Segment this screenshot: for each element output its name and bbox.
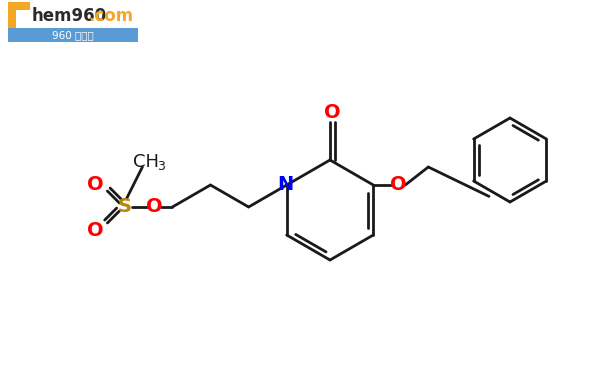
Text: S: S bbox=[117, 198, 131, 216]
Text: 960 化工网: 960 化工网 bbox=[52, 30, 94, 40]
Text: O: O bbox=[87, 220, 103, 240]
Text: 3: 3 bbox=[157, 160, 165, 174]
Polygon shape bbox=[8, 2, 30, 42]
Polygon shape bbox=[16, 10, 30, 34]
Text: .com: .com bbox=[88, 7, 133, 25]
Text: CH: CH bbox=[133, 153, 159, 171]
Text: O: O bbox=[146, 198, 163, 216]
Text: O: O bbox=[390, 176, 407, 195]
Text: hem960: hem960 bbox=[32, 7, 107, 25]
Bar bbox=[8, 28, 138, 42]
Text: N: N bbox=[278, 176, 294, 195]
Text: O: O bbox=[87, 174, 103, 194]
Text: O: O bbox=[324, 102, 340, 122]
